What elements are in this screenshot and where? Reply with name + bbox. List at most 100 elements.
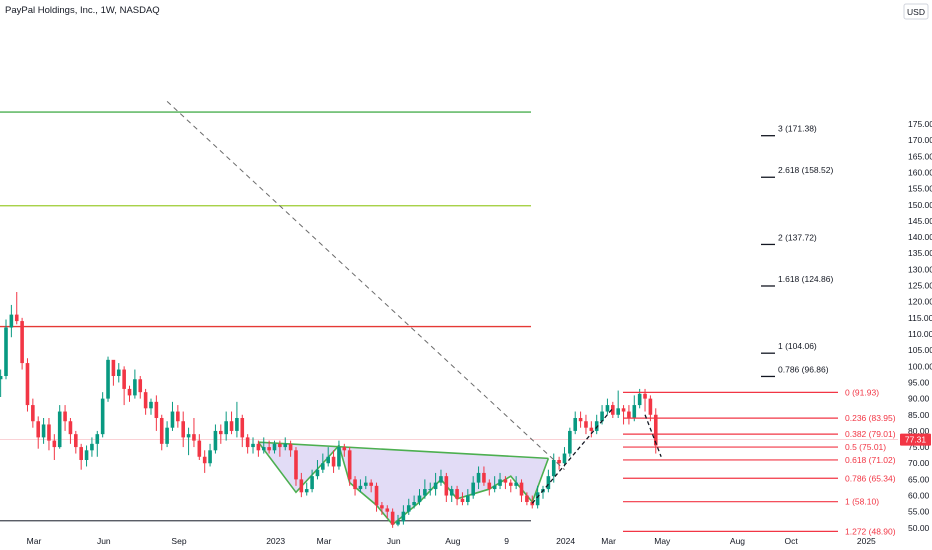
candle — [337, 440, 341, 470]
price-tick-label: 80.00 — [908, 426, 930, 436]
candle-body — [374, 485, 379, 506]
candle — [519, 479, 524, 502]
candle — [288, 440, 293, 457]
candle — [321, 453, 325, 473]
candle-body — [219, 430, 223, 435]
candle-body — [423, 489, 427, 496]
candle — [186, 427, 191, 456]
candle — [261, 437, 266, 454]
candle — [621, 405, 626, 425]
candle-body — [337, 447, 341, 467]
candle — [627, 405, 631, 425]
price-tick-label: 140.00 — [908, 232, 932, 242]
candle — [396, 514, 400, 527]
trendlines — [166, 101, 662, 504]
candle — [401, 505, 406, 525]
candle-body — [36, 421, 41, 438]
candle-body — [261, 447, 266, 451]
candle — [52, 434, 57, 460]
price-tick-label: 175.00 — [908, 119, 932, 129]
candle — [562, 447, 567, 467]
candle — [138, 376, 143, 399]
candle-body — [116, 369, 121, 376]
candle — [476, 466, 481, 490]
candle — [224, 411, 228, 441]
candle — [460, 492, 465, 506]
candle — [390, 508, 395, 528]
candle — [347, 447, 352, 486]
candle — [4, 319, 8, 380]
candle — [310, 469, 314, 493]
candle-body — [380, 505, 384, 509]
candle-body — [353, 479, 357, 490]
candle-body — [444, 476, 449, 496]
candle-body — [632, 405, 637, 418]
fib-level-label: 0.236 (83.95) — [845, 413, 896, 423]
candle — [0, 369, 3, 397]
currency-badge[interactable]: USD — [903, 3, 929, 20]
candle-body — [605, 405, 610, 412]
candle — [31, 398, 35, 428]
price-axis[interactable]: 50.00 55.00 60.00 65.00 70.00 75.00 80.00 85.00… — [908, 119, 932, 533]
candle — [90, 437, 94, 457]
candle-body — [251, 443, 255, 448]
candle-body — [149, 401, 153, 409]
candle — [229, 411, 234, 435]
candle — [342, 443, 347, 457]
price-tick-label: 100.00 — [908, 361, 932, 371]
candle — [127, 385, 132, 402]
candle — [111, 359, 116, 386]
candle-body — [433, 482, 438, 490]
candle-body — [637, 393, 642, 406]
candle-body — [621, 408, 626, 412]
currency-label: USD — [907, 7, 925, 17]
candle-body — [245, 437, 250, 448]
horizontal-lines — [0, 111, 898, 522]
candle-body — [143, 392, 148, 409]
candle — [9, 304, 14, 338]
candle — [374, 482, 379, 512]
candle-body — [74, 434, 78, 448]
candle-body — [57, 411, 62, 448]
candle — [240, 414, 245, 448]
price-tick-label: 160.00 — [908, 167, 932, 177]
candle-body — [315, 469, 320, 477]
price-tick-label: 85.00 — [908, 410, 930, 420]
candle-body — [272, 443, 277, 451]
candle-body — [643, 393, 647, 399]
candle — [202, 450, 207, 473]
candle — [149, 398, 153, 415]
candle-body — [406, 505, 411, 512]
candle-body — [52, 440, 57, 448]
price-tick-label: 65.00 — [908, 474, 930, 484]
candle-body — [417, 495, 422, 502]
candle-body — [412, 502, 416, 506]
candle-body — [363, 482, 368, 486]
extension-level-label: 0.786 (96.86) — [778, 364, 829, 374]
candle — [106, 356, 110, 402]
candle-body — [594, 421, 599, 431]
candle-body — [213, 430, 218, 451]
candle — [616, 390, 620, 418]
price-tick-label: 155.00 — [908, 184, 932, 194]
candle — [122, 366, 126, 406]
candle-body — [519, 482, 524, 496]
candle-body — [25, 363, 30, 406]
candle — [353, 476, 357, 496]
candle — [369, 479, 373, 493]
candle — [68, 418, 73, 444]
candle — [219, 424, 223, 444]
candle-body — [611, 405, 615, 415]
candle-body — [63, 411, 67, 422]
last-price-tag-bg — [900, 433, 931, 446]
candle-body — [294, 450, 298, 480]
candle-body — [202, 456, 207, 464]
candle — [41, 418, 46, 444]
candle — [406, 498, 411, 515]
time-axis[interactable]: Mar Jun Sep 2023 Mar Jun Aug 9 2024 Mar May Aug Oct 2… — [27, 536, 876, 546]
candle-body — [288, 443, 293, 451]
trendline — [644, 414, 662, 458]
candle — [170, 401, 175, 431]
